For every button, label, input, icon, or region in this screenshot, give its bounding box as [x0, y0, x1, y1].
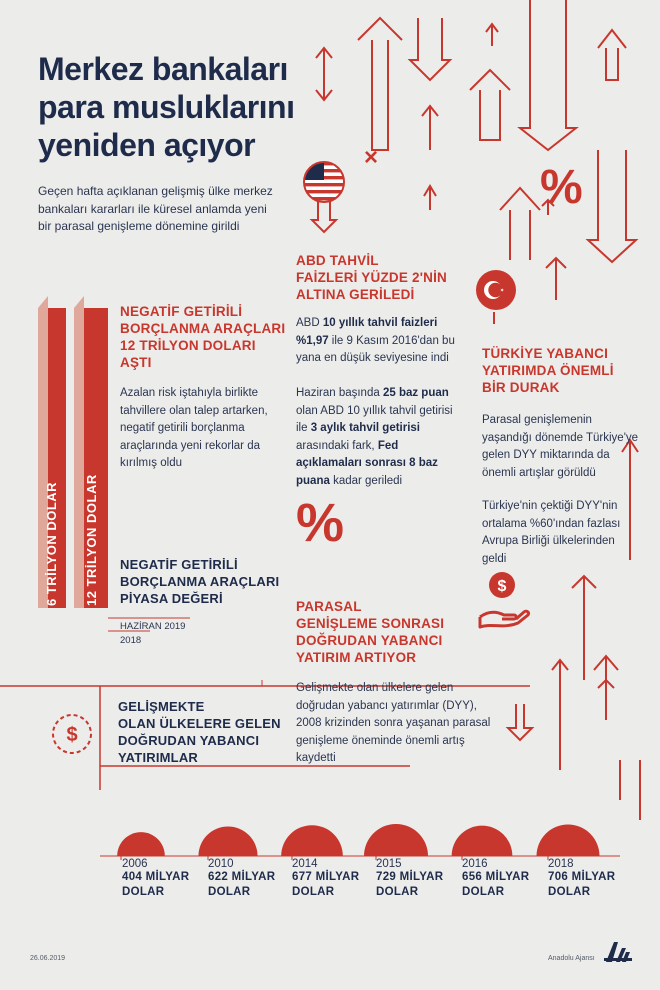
chart-unit-label: DOLAR — [462, 886, 505, 898]
chart-value-label: 729 MİLYAR — [376, 871, 444, 883]
title-line-1: Merkez bankaları — [38, 51, 288, 87]
hand-coin-icon: $ — [478, 572, 530, 629]
developing-heading: GELİŞMEKTE OLAN ÜLKELERE GELEN DOĞRUDAN … — [118, 699, 281, 765]
title-line-3: yeniden açıyor — [38, 127, 256, 163]
date-2019: HAZİRAN 2019 — [120, 621, 186, 632]
chart-year-label: 2014 — [292, 858, 318, 870]
bar-2018-label: 6 TRİLYON DOLAR — [44, 481, 59, 606]
chart-year-label: 2018 — [548, 858, 574, 870]
chart-value-label: 404 MİLYAR — [122, 871, 190, 883]
bar-2019-label: 12 TRİLYON DOLAR — [84, 474, 99, 606]
usa-flag-icon — [303, 161, 345, 203]
chart-label-5: 2018 706 MİLYAR DOLAR — [548, 858, 628, 900]
percent-icon-middle: % — [296, 493, 345, 553]
agency-logo-icon — [604, 942, 632, 962]
chart-unit-label: DOLAR — [292, 886, 335, 898]
usa-heading: ABD TAHVİL FAİZLERİ YÜZDE 2'NİN ALTINA G… — [296, 253, 447, 302]
intro-text: Geçen hafta açıklanan gelişmiş ülke merk… — [38, 184, 273, 233]
chart-label-0: 2006 404 MİLYAR DOLAR — [122, 858, 202, 900]
market-value-title: NEGATİF GETİRİLİ BORÇLANMA ARAÇLARI PİYA… — [120, 557, 280, 606]
bar-2018 — [38, 308, 66, 608]
chart-value-label: 706 MİLYAR — [548, 871, 616, 883]
chart-unit-label: DOLAR — [208, 886, 251, 898]
chart-bar-2016 — [451, 825, 513, 856]
turkey-paragraph-1: Parasal genişlemenin yaşandığı dönemde T… — [482, 414, 639, 479]
chart-bar-2015 — [364, 824, 428, 856]
title-line-2: para musluklarını — [38, 89, 295, 125]
chart-unit-label: DOLAR — [122, 886, 165, 898]
chart-unit-label: DOLAR — [548, 886, 591, 898]
page-title: Merkez bankaları para musluklarını yenid… — [38, 50, 308, 164]
percent-icon-top: % — [540, 161, 583, 214]
date-2018: 2018 — [120, 635, 142, 646]
chart-label-3: 2015 729 MİLYAR DOLAR — [376, 858, 456, 900]
chart-label-1: 2010 622 MİLYAR DOLAR — [208, 858, 288, 900]
fdi-heading: PARASAL GENİŞLEME SONRASI DOĞRUDAN YABAN… — [296, 599, 445, 665]
chart-year-label: 2016 — [462, 858, 488, 870]
fdi-body: Gelişmekte olan ülkelere gelen doğrudan … — [296, 682, 491, 764]
negative-bonds-body: Azalan risk iştahıyla birlikte tahviller… — [120, 387, 268, 469]
chart-value-label: 677 MİLYAR — [292, 871, 360, 883]
chart-bar-2018 — [536, 824, 600, 856]
bar-2019 — [74, 308, 108, 608]
svg-text:$: $ — [66, 724, 77, 746]
usa-paragraph-1: ABD 10 yıllık tahvil faizleri %1,97 ile … — [296, 317, 455, 364]
turkey-paragraph-2: Türkiye'nin çektiği DYY'nin ortalama %60… — [482, 500, 621, 565]
footer-agency: Anadolu Ajansı — [548, 955, 595, 962]
chart-bar-2010 — [198, 826, 258, 856]
negative-bonds-heading: NEGATİF GETİRİLİ BORÇLANMA ARAÇLARI 12 T… — [120, 304, 286, 370]
chart-year-label: 2006 — [122, 858, 148, 870]
chart-label-2: 2014 677 MİLYAR DOLAR — [292, 858, 372, 900]
turkey-flag-icon — [476, 270, 516, 310]
chart-bar-2006 — [117, 832, 165, 856]
chart-unit-label: DOLAR — [376, 886, 419, 898]
svg-text:$: $ — [498, 578, 507, 595]
chart-year-label: 2015 — [376, 858, 402, 870]
fdi-chart — [100, 824, 620, 860]
multiply-icon: × — [364, 144, 379, 171]
bar-tops — [38, 296, 84, 308]
chart-year-label: 2010 — [208, 858, 234, 870]
usa-paragraph-2: Haziran başında 25 baz puan olan ABD 10 … — [296, 387, 453, 487]
turkey-heading: TÜRKİYE YABANCI YATIRIMDA ÖNEMLİ BİR DUR… — [482, 346, 614, 395]
chart-label-4: 2016 656 MİLYAR DOLAR — [462, 858, 542, 900]
chart-value-label: 656 MİLYAR — [462, 871, 530, 883]
chart-value-label: 622 MİLYAR — [208, 871, 276, 883]
dollar-circle-icon: $ — [52, 714, 92, 754]
footer-date: 26.06.2019 — [30, 955, 66, 962]
chart-bar-2014 — [281, 825, 343, 856]
